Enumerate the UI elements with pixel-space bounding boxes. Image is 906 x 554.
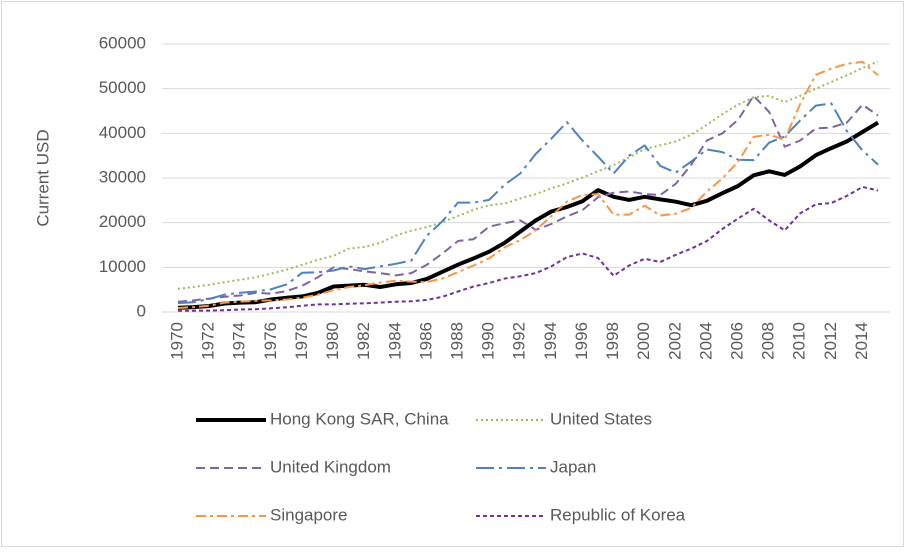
legend-label: United Kingdom: [270, 457, 391, 476]
x-tick-label: 1998: [603, 322, 622, 360]
x-tick-label: 2006: [727, 322, 746, 360]
series-line: [178, 185, 879, 312]
x-tick-label: 1978: [292, 322, 311, 360]
x-tick-label: 1984: [385, 322, 404, 360]
x-tick-label: 1992: [510, 322, 529, 360]
x-tick-label: 2002: [665, 322, 684, 360]
legend-label: Japan: [550, 457, 596, 476]
x-tick-label: 2012: [821, 322, 840, 360]
legend-label: United States: [550, 409, 652, 428]
legend-label: Singapore: [270, 505, 348, 524]
x-tick-label: 1996: [572, 322, 591, 360]
y-tick-label: 30000: [99, 167, 146, 186]
x-tick-label: 1988: [447, 322, 466, 360]
y-tick-label: 40000: [99, 123, 146, 142]
x-tick-label: 1970: [167, 322, 186, 360]
y-tick-label: 0: [137, 301, 146, 320]
y-tick-label: 60000: [99, 33, 146, 52]
x-tick-label: 1972: [199, 322, 218, 360]
x-tick-label: 1990: [479, 322, 498, 360]
x-tick-label: 2014: [852, 322, 871, 360]
series-line: [177, 120, 880, 310]
legend-label: Hong Kong SAR, China: [270, 409, 449, 428]
series-line: [177, 60, 879, 309]
y-tick-label: 50000: [99, 78, 146, 97]
x-tick-label: 2000: [634, 322, 653, 360]
series-line: [177, 94, 879, 303]
x-tick-label: 1974: [230, 322, 249, 360]
x-tick-label: 1976: [261, 322, 280, 360]
x-tick-label: 2008: [759, 322, 778, 360]
x-tick-label: 1982: [354, 322, 373, 360]
x-tick-label: 2004: [696, 322, 715, 360]
y-tick-label: 10000: [99, 257, 146, 276]
x-tick-label: 1994: [541, 322, 560, 360]
x-tick-label: 1980: [323, 322, 342, 360]
x-tick-label: 1986: [416, 322, 435, 360]
legend-label: Republic of Korea: [550, 505, 686, 524]
y-axis-label: Current USD: [33, 129, 52, 226]
y-tick-label: 20000: [99, 212, 146, 231]
x-tick-label: 2010: [790, 322, 809, 360]
